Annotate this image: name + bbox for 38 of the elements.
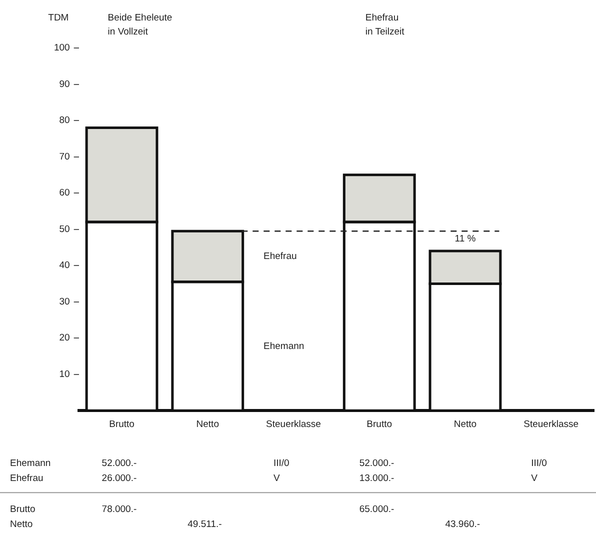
text: 52.000.-: [359, 458, 394, 470]
text: Ehefrau in Teilzeit: [365, 12, 405, 38]
category-label: Brutto: [10, 504, 36, 516]
text: Ehemann: [10, 458, 51, 470]
x-tick-label: Steuerklasse: [266, 418, 321, 430]
x-tick-label: Brutto: [109, 418, 134, 430]
text: 49.511.-: [188, 519, 222, 530]
y-tick-label: 70: [59, 151, 70, 162]
text: Ehefrau: [10, 473, 44, 484]
y-tick-label: 20: [59, 332, 70, 344]
text: V: [273, 473, 280, 484]
text: V: [531, 473, 538, 484]
text: Ehefrau: [263, 251, 297, 262]
y-tick-label: 100: [54, 42, 70, 54]
text: Ehemann: [263, 340, 304, 352]
text: 78.000.-: [102, 504, 137, 516]
text: 13.000.-: [359, 473, 394, 484]
y-tick-label: 80: [59, 115, 70, 126]
text: 65.000.-: [359, 504, 394, 516]
x-tick-label: Steuerklasse: [524, 418, 579, 430]
y-tick-label: 60: [59, 188, 70, 199]
y-tick-label: 50: [59, 224, 70, 235]
text: 26.000.-: [102, 473, 137, 484]
y-axis-title: TDM: [48, 12, 69, 24]
text: III/0: [273, 458, 290, 470]
y-tick-label: 90: [59, 78, 70, 90]
x-tick-label: Netto: [196, 418, 219, 430]
text: 52.000.-: [102, 458, 137, 470]
text: 43.960.-: [445, 519, 480, 530]
text: III/0: [531, 458, 547, 470]
category-label: Netto: [10, 519, 33, 530]
y-tick-label: 40: [59, 260, 70, 272]
x-tick-label: Brutto: [366, 418, 392, 430]
text: Beide Eheleute in Vollzeit: [108, 12, 172, 38]
x-tick-label: Netto: [454, 418, 477, 430]
y-tick-label: 10: [59, 368, 70, 380]
y-tick-label: 30: [59, 296, 70, 308]
annotation: 11 %: [454, 234, 476, 245]
